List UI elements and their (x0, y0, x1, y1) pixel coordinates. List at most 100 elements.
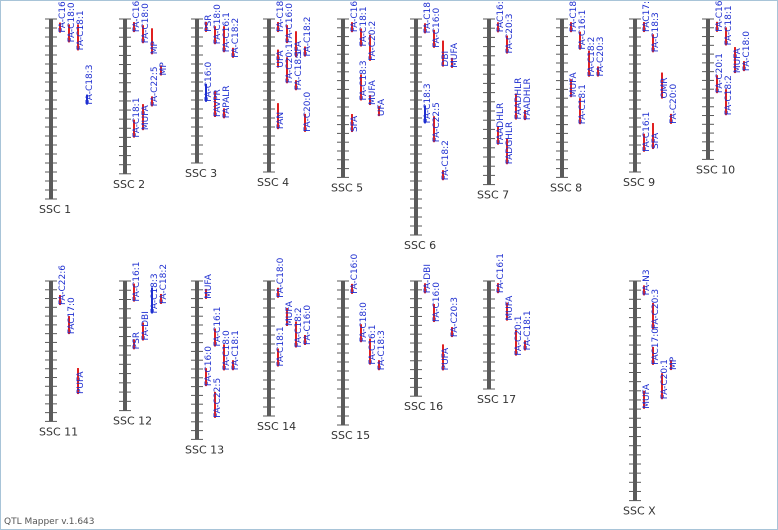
qtl-label: FA-C16:1 (222, 12, 232, 52)
qtl-interval (286, 308, 288, 326)
qtl-label: FA-C18:2 (159, 264, 169, 304)
qtl-interval (433, 304, 435, 323)
chromosome-label: SSC 9 (623, 176, 655, 189)
qtl-label: FA-DBI (423, 264, 433, 293)
qtl-label: FA-C20:1 (285, 43, 295, 83)
chromosome-label: SSC 11 (39, 425, 78, 438)
qtl-interval (442, 170, 444, 181)
qtl-label: FA-C18:3 (377, 330, 387, 370)
qtl-label: FA-C18:1 (578, 84, 588, 124)
qtl-interval (214, 328, 216, 347)
qtl-interval (652, 123, 654, 150)
qtl-interval (725, 89, 727, 116)
qtl-label: FAVPR (213, 89, 223, 117)
qtl-interval (223, 108, 225, 119)
chromosome-ssc-3: SSC 3 PSR FA-C18:0 FA-C16:1 FA-C18:2 FA-C16:0… (185, 4, 241, 180)
qtl-interval (670, 113, 672, 124)
qtl-label: FA-C16:1 (213, 306, 223, 346)
qtl-label: MUFA (141, 104, 151, 130)
qtl-label: FA-C16:0 (204, 61, 214, 101)
qtl-label: FA-C16:1 (578, 10, 588, 50)
chromosome-label: SSC 17 (477, 393, 516, 406)
qtl-label: FA-C20:3 (505, 13, 515, 53)
chromosome-ssc-8: SSC 8FA-C18:1 FA-C16:1FA-C18:2 FA-C20:3MUF… (550, 1, 606, 194)
qtl-label: FA-N3 (642, 269, 652, 295)
qtl-interval (506, 302, 508, 321)
qtl-label: FA-C18:1 (276, 1, 286, 32)
qtl-interval (524, 110, 526, 121)
qtl-label: FA-C20:3 (450, 297, 460, 337)
chromosome-label: SSC 6 (404, 239, 436, 252)
chromosome-ssc-10: SSC 10 FA-C16:0 FA-C18:1 MUFA FA-C18:0 FA-C20… (696, 1, 752, 176)
qtl-interval (652, 34, 654, 53)
chromosome-label: SSC 7 (477, 189, 509, 202)
qtl-interval (652, 346, 654, 365)
qtl-label: FA-C16:1 (132, 262, 142, 302)
qtl-label: FAC16:1 (496, 1, 506, 32)
qtl-label: FA-C18:1 (523, 310, 533, 350)
qtl-label: FA-C20:1 (660, 359, 670, 399)
qtl-interval (579, 98, 581, 125)
qtl-interval (142, 322, 144, 341)
qtl-interval (59, 295, 61, 306)
qtl-interval (524, 340, 526, 351)
chromosome-label: SSC 14 (257, 420, 296, 433)
qtl-label: FA-C20:1 (715, 53, 725, 93)
qtl-interval (506, 138, 508, 165)
qtl-interval (497, 126, 499, 145)
qtl-label: FA-C16:0 (350, 254, 360, 294)
qtl-interval (360, 324, 362, 343)
qtl-interval (643, 390, 645, 409)
qtl-interval (716, 21, 718, 32)
qtl-interval (304, 113, 306, 132)
qtl-label: FA-C18:0 (67, 2, 77, 42)
qtl-label: MUFA (569, 71, 579, 97)
qtl-label: FAADHLR (514, 78, 524, 120)
qtl-interval (205, 288, 207, 299)
qtl-interval (743, 61, 745, 72)
qtl-label: FA-C22:5 (150, 66, 160, 106)
qtl-interval (369, 34, 371, 61)
qtl-interval (497, 283, 499, 294)
qtl-label: FA-C18:0 (141, 3, 151, 43)
qtl-interval (86, 94, 88, 105)
qtl-label: FA-C18:2 (303, 16, 313, 56)
qtl-interval (643, 285, 645, 296)
qtl-label: FA-C18:0 (213, 4, 223, 44)
qtl-label: FA-C18:0 (359, 302, 369, 342)
qtl-interval (160, 293, 162, 304)
qtl-interval (295, 80, 297, 91)
qtl-interval (424, 105, 426, 124)
qtl-interval (369, 338, 371, 365)
qtl-label: FA-C20:3 (651, 289, 661, 329)
qtl-label: FA-C16:1 (132, 1, 142, 32)
qtl-label: UFA (276, 50, 286, 68)
chromosome-bar (267, 19, 271, 172)
qtl-interval (214, 391, 216, 418)
chromosome-label: SSC 10 (696, 163, 735, 176)
qtl-label: SFA (350, 115, 360, 132)
chromosome-ssc-9: SSC 9 FAC17:0 FA-C18:3 OMR FA-C20:0 FA-C16:1 S… (623, 1, 679, 189)
qtl-label: FA-C20:0 (303, 92, 313, 132)
qtl-label: FA-C18:2 (724, 75, 734, 115)
qtl-interval (133, 339, 135, 350)
qtl-interval (661, 72, 663, 99)
qtl-interval (643, 22, 645, 33)
qtl-label: FA-C22:5 (213, 378, 223, 418)
qtl-label: FA-C22:5 (432, 102, 442, 142)
qtl-label: FA-C18:1 (569, 1, 579, 32)
qtl-interval (160, 65, 162, 76)
qtl-interval (588, 50, 590, 77)
qtl-interval (424, 23, 426, 34)
qtl-label: FAN (276, 112, 286, 129)
qtl-interval (59, 22, 61, 33)
qtl-label: FA-C18:1 (294, 50, 304, 90)
qtl-label: MP (150, 41, 160, 55)
qtl-interval (515, 329, 517, 356)
qtl-interval (68, 24, 70, 43)
chromosome-label: SSC X (623, 505, 656, 518)
